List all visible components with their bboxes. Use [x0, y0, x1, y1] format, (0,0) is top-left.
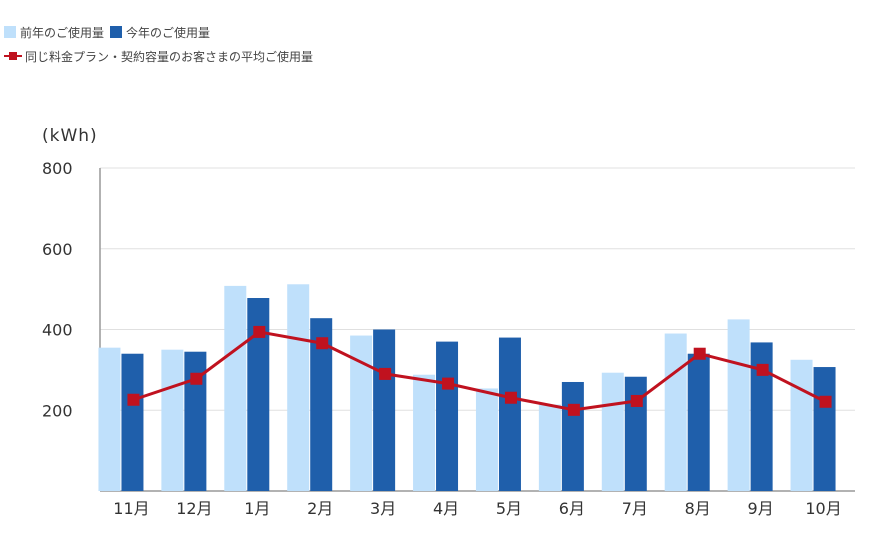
x-tick-label: 4月: [433, 499, 459, 518]
avg-marker: [756, 363, 769, 376]
y-tick-label: 200: [42, 401, 73, 420]
x-tick-label: 12月: [176, 499, 212, 518]
bar-prev: [475, 388, 498, 491]
x-tick-label: 9月: [748, 499, 774, 518]
legend-swatch-avg: [4, 50, 22, 62]
avg-marker: [190, 372, 203, 385]
bar-curr: [813, 367, 836, 491]
bar-curr: [310, 318, 333, 491]
x-tick-label: 11月: [113, 499, 149, 518]
bar-curr: [687, 353, 710, 491]
avg-marker: [127, 393, 140, 406]
bar-curr: [121, 353, 144, 491]
legend-item-curr[interactable]: 今年のご使用量: [110, 24, 210, 41]
avg-marker: [379, 367, 392, 380]
y-axis-unit-label: (kWh): [42, 126, 98, 146]
legend-item-avg[interactable]: 同じ料金プラン・契約容量のお客さまの平均ご使用量: [4, 48, 313, 65]
y-tick-label: 600: [42, 240, 73, 259]
avg-marker: [693, 347, 706, 360]
legend-label-curr: 今年のご使用量: [126, 25, 211, 40]
y-tick-label: 400: [42, 321, 73, 340]
legend-swatch-curr: [110, 26, 123, 38]
bar-prev: [664, 333, 687, 491]
x-tick-label: 8月: [685, 499, 711, 518]
x-tick-label: 10月: [805, 499, 841, 518]
bar-prev: [413, 374, 436, 491]
bar-prev: [727, 319, 750, 491]
avg-marker: [630, 394, 643, 407]
bar-prev: [98, 347, 121, 491]
bar-prev: [161, 349, 184, 491]
x-tick-label: 1月: [244, 499, 270, 518]
bar-curr: [561, 381, 584, 491]
avg-marker: [504, 391, 517, 404]
bar-curr: [247, 298, 270, 491]
bar-prev: [790, 359, 813, 491]
avg-marker: [819, 395, 832, 408]
avg-marker: [316, 337, 329, 350]
avg-line: [132, 330, 827, 412]
bar-curr: [373, 329, 396, 491]
bar-curr: [750, 342, 773, 491]
bar-curr: [436, 341, 459, 491]
bar-prev: [350, 335, 373, 491]
x-tick-label: 3月: [370, 499, 396, 518]
bar-prev: [287, 284, 310, 491]
bar-curr: [624, 376, 647, 491]
bar-prev: [601, 372, 624, 491]
x-tick-label: 7月: [622, 499, 648, 518]
avg-marker: [253, 325, 266, 338]
avg-marker: [442, 377, 455, 390]
bar-prev: [224, 285, 247, 491]
x-tick-label: 5月: [496, 499, 522, 518]
bar-curr: [498, 337, 521, 491]
x-tick-label: 6月: [559, 499, 585, 518]
avg-marker: [567, 403, 580, 416]
legend-swatch-prev: [4, 26, 16, 38]
legend-item-prev[interactable]: 前年のご使用量: [4, 24, 104, 41]
legend: 前年のご使用量 今年のご使用量 同じ料金プラン・契約容量のお客さまの平均ご使用量: [4, 0, 319, 68]
bar-curr: [184, 351, 207, 491]
y-tick-label: 800: [42, 159, 73, 178]
legend-label-avg: 同じ料金プラン・契約容量のお客さまの平均ご使用量: [25, 49, 314, 64]
x-tick-label: 2月: [307, 499, 333, 518]
bar-prev: [538, 404, 561, 491]
legend-label-prev: 前年のご使用量: [20, 25, 105, 40]
